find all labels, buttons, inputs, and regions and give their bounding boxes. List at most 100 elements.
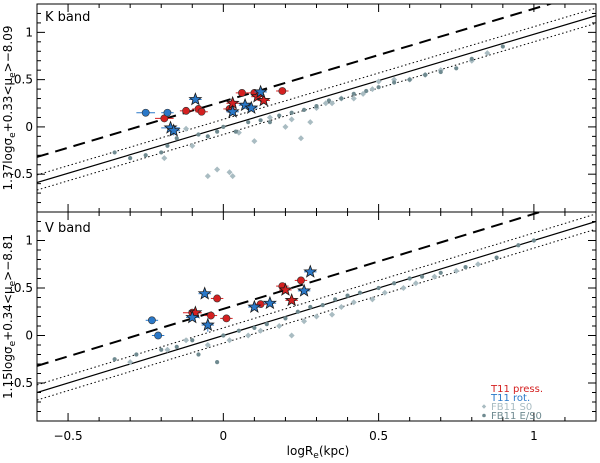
data-point-diamond [266,114,273,121]
data-point-diamond [329,311,336,318]
data-point-dot [283,316,288,321]
x-tick-label: 0.5 [369,429,388,443]
data-point-diamond [229,173,236,180]
legend-entry-label: FB11 E/S0 [491,411,542,422]
k-band-points [112,44,505,180]
fit-line-solid [37,15,596,184]
data-point-dot [376,85,381,90]
data-point-diamond [183,125,190,132]
data-point-dot [221,124,226,130]
data-point-diamond [282,123,289,130]
data-point-star [200,317,215,331]
data-point-dot [215,360,220,365]
data-point-dot [190,338,195,343]
data-point-dot [258,118,263,123]
data-point-dot [516,243,521,248]
data-point-circle [297,276,305,285]
data-point-dot [159,150,164,155]
data-point-dot [326,98,332,103]
data-point-diamond [431,273,438,280]
data-point-star [262,295,277,310]
data-point-diamond [369,86,376,93]
k-band-ticks: -0.5 0 0.5 1 [10,3,597,213]
y-tick-label: 1 [25,25,33,39]
data-point-star [225,104,240,118]
panel-v-band: -0.5 0 0.5 1 V band 1.15logσe+0.34<μe>−8.81 [1,211,597,422]
data-point-circle [154,331,163,340]
data-point-diamond [453,267,460,274]
data-point-dot [438,69,443,75]
x-tick-label: 1 [530,429,538,443]
v-band-y-label-text: 1.15logσe+0.34<μe>−8.81 [1,234,18,399]
data-point-dot [357,290,363,295]
v-band-label: V band [45,221,91,236]
k-band-y-axis-label: 1.37logσe+0.33<μe>−8.09 [1,25,18,190]
data-point-diamond [257,327,264,334]
data-point-diamond [161,155,168,162]
data-point-dot [407,276,412,281]
data-point-circle [213,294,222,303]
data-point-dot [301,107,307,112]
legend-entry-label: FB11 S0 [491,402,532,413]
data-point-circle [207,311,215,320]
x-tick-labels: −0.5 0 0.5 1 [53,429,537,443]
data-point-diamond [307,119,314,126]
x-axis-label: logRe(kpc) [287,444,350,461]
data-point-dot [463,265,468,270]
data-point-dot [454,66,459,71]
legend-diamond-marker [481,404,487,409]
k-band-y-label-text: 1.37logσe+0.33<μe>−8.09 [1,25,18,190]
v-band-y-axis-label: 1.15logσe+0.34<μe>−8.81 [1,234,18,399]
data-point-star [303,264,318,278]
legend-dot-marker [482,413,486,418]
data-point-circle [222,314,231,323]
y-tick-label: 0.5 [14,281,33,295]
data-point-dot [233,129,238,134]
data-point-dot [134,352,139,357]
fit-line-solid [37,220,596,394]
fit-line-dashed [37,212,544,367]
data-point-dot [165,143,170,148]
k-band-fit-lines [37,4,596,191]
data-point-diamond [338,304,345,310]
data-point-diamond [288,332,295,339]
data-point-star [256,93,271,107]
data-point-dot [246,120,251,125]
data-point-dot [494,255,499,260]
data-point-diamond [484,50,491,57]
fit-line-dotted-upper [37,213,596,386]
data-point-dot [469,56,474,61]
data-point-dot [215,129,220,134]
data-point-dot [264,322,269,327]
data-point-dot [277,113,282,118]
data-point-circle [197,107,206,116]
data-point-diamond [183,337,190,344]
data-point-diamond [204,342,211,348]
data-point-diamond [412,280,419,287]
data-point-dot [221,333,226,338]
data-point-dot [392,281,397,286]
data-point-dot [236,328,241,333]
data-point-dot [174,344,179,349]
data-point-dot [419,274,425,279]
data-point-diamond [226,337,233,344]
data-point-circle [148,316,156,325]
y-tick-label: 0 [25,329,33,343]
data-point-circle [163,108,172,117]
data-point-dot [333,297,338,302]
fit-line-dotted-upper [37,7,596,176]
data-point-star [253,84,268,98]
data-point-diamond [297,135,304,142]
data-point-diamond [226,169,233,176]
data-point-dot [407,77,412,82]
fit-line-dotted-lower [37,22,596,191]
data-point-diamond [245,332,252,339]
data-point-star [278,282,293,296]
data-point-dot [376,285,381,291]
data-point-dot [364,88,369,94]
data-point-dot [392,80,397,85]
y-tick-label: -0.5 [10,167,33,181]
data-point-diamond [313,313,320,320]
data-point-dot [196,132,201,137]
